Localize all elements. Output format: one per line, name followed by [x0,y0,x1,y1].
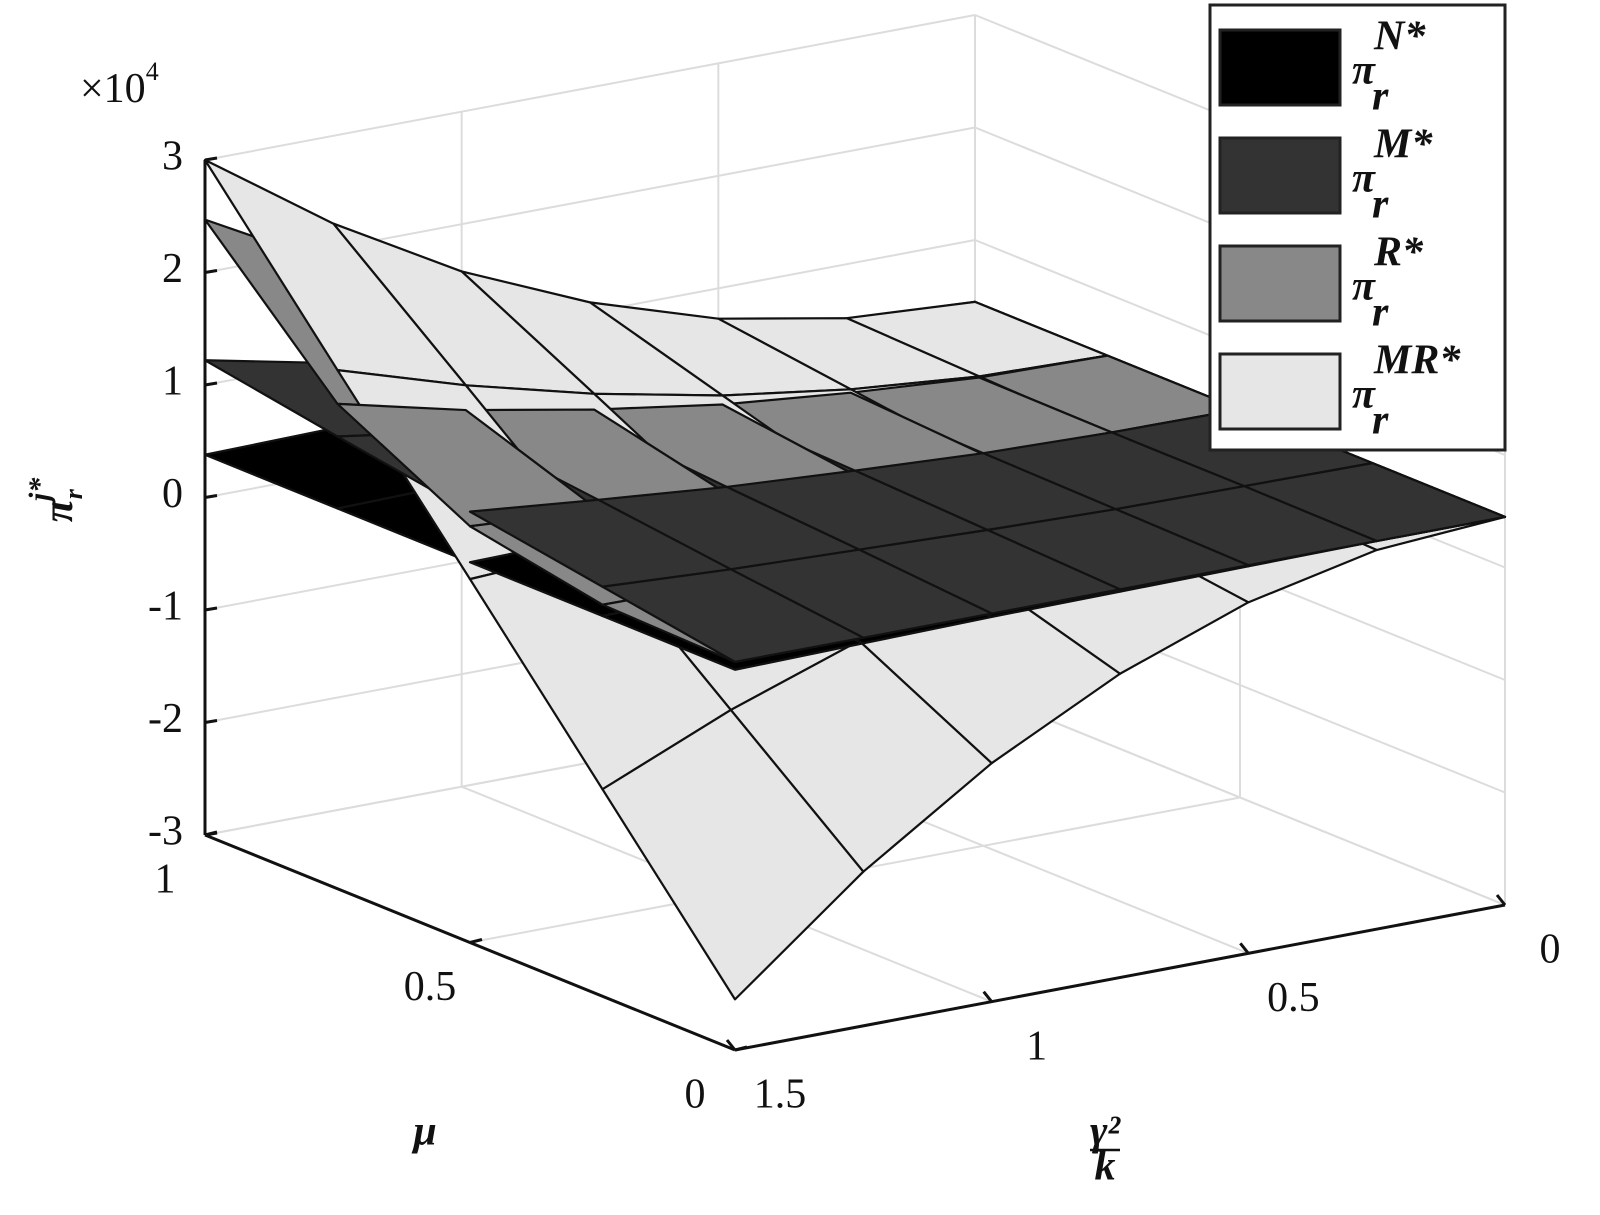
x-tick [725,1039,737,1051]
legend-symbol: π [1352,264,1376,310]
legend-swatch [1218,352,1342,431]
x-tick-label: 0 [1540,927,1561,973]
x-tick-label: 1 [1026,1023,1047,1069]
z-tick-label: 3 [162,134,183,180]
y-axis-label: μ [411,1109,436,1155]
z-tick [204,494,218,499]
x-tick-label: 1.5 [754,1072,807,1118]
grid-line [204,14,976,161]
x-tick [1239,942,1250,955]
legend-subscript: r [1372,398,1389,444]
z-multiplier: ×104 [80,57,159,112]
x-tick-label: 0.5 [1267,975,1320,1021]
legend-symbol: π [1352,48,1376,94]
z-tick-label: -3 [148,809,183,855]
z-multiplier-base: ×10 [80,66,146,112]
legend-label: MR* [1373,338,1461,384]
z-tick-label: -1 [148,584,183,630]
legend-subscript: r [1372,182,1389,228]
legend-symbol: π [1352,156,1376,202]
z-multiplier-exp: 4 [146,57,159,86]
z-label-sup: j* [23,477,56,505]
legend-swatch [1218,136,1342,215]
legend-label: R* [1373,230,1424,276]
z-tick-label: 2 [162,246,183,292]
y-tick-label: 0 [685,1072,706,1118]
x-axis [734,903,1506,1052]
surface-patch [601,568,865,663]
y-tick-label: 1 [155,857,176,903]
z-tick [204,719,218,724]
x-label-denominator: k [1095,1144,1116,1190]
legend-label: M* [1373,122,1433,168]
z-tick [204,156,218,162]
y-tick-label: 0.5 [404,964,457,1010]
z-label-sub: r [59,488,88,499]
z-tick [204,606,218,612]
legend-label: N* [1373,14,1426,60]
z-label-base: π [36,498,82,522]
legend-subscript: r [1372,290,1389,336]
z-tick-label: 0 [162,471,183,517]
y-tick [469,938,483,944]
z-tick-label: -2 [148,696,183,742]
z-axis-label: πrj* [23,477,88,522]
x-label-numerator: γ² [1090,1109,1121,1155]
legend-subscript: r [1372,74,1389,120]
legend-symbol: π [1352,372,1376,418]
z-tick [204,381,218,387]
surfaces [203,158,1507,1001]
z-tick-label: 1 [162,359,183,405]
x-tick [982,990,993,1003]
y-tick [204,830,218,837]
surface-patch [601,708,865,1001]
y-tick [734,1045,748,1052]
x-tick [1495,894,1507,906]
legend-swatch [1218,28,1342,107]
legend-swatch [1218,244,1342,323]
z-tick [204,269,218,274]
